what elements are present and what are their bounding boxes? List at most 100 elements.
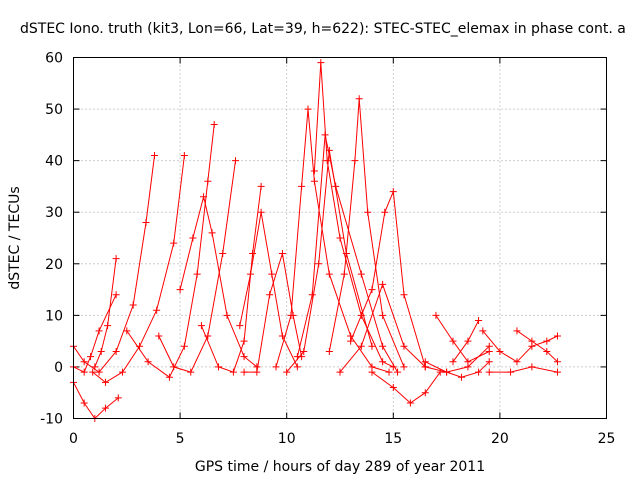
data-series: [485, 363, 561, 376]
data-point: [553, 332, 561, 340]
y-tick-label: 10: [45, 308, 63, 324]
x-tick-label: 15: [384, 431, 402, 447]
data-point: [513, 358, 521, 366]
data-series: [325, 95, 408, 371]
data-point: [379, 342, 387, 350]
data-point: [257, 182, 265, 190]
data-point: [204, 177, 212, 185]
data-point: [357, 270, 365, 278]
data-point: [323, 157, 331, 165]
data-point: [151, 151, 159, 159]
data-point: [355, 95, 363, 103]
data-point: [114, 394, 122, 402]
data-point: [144, 358, 152, 366]
x-axis-label: GPS time / hours of day 289 of year 2011: [195, 459, 485, 475]
data-point: [123, 327, 131, 335]
chart-title: dSTEC Iono. truth (kit3, Lon=66, Lat=39,…: [20, 21, 626, 37]
series-trace: [313, 62, 394, 368]
data-point: [97, 347, 105, 355]
data-series: [283, 146, 376, 376]
data-point: [400, 363, 408, 371]
data-point: [553, 368, 561, 376]
data-point: [278, 249, 286, 257]
data-point: [436, 368, 444, 376]
data-point: [336, 234, 344, 242]
data-series: [421, 358, 493, 381]
data-series: [368, 368, 444, 407]
data-series: [236, 208, 301, 371]
data-point: [340, 270, 348, 278]
data-point: [368, 286, 376, 294]
data-point: [165, 373, 173, 381]
data-point: [379, 280, 387, 288]
data-point: [253, 368, 261, 376]
data-point: [475, 317, 483, 325]
data-point: [528, 337, 536, 345]
data-point: [379, 358, 387, 366]
data-point: [180, 342, 188, 350]
data-point: [389, 363, 397, 371]
data-point: [485, 347, 493, 355]
series-trace: [239, 212, 298, 368]
data-point: [208, 229, 216, 237]
data-point: [364, 208, 372, 216]
data-point: [310, 167, 318, 175]
y-tick-label: 50: [45, 102, 63, 118]
data-point: [528, 363, 536, 371]
data-point: [268, 270, 276, 278]
x-tick-label: 25: [598, 431, 616, 447]
data-point: [443, 368, 451, 376]
data-point: [232, 157, 240, 165]
data-point: [464, 337, 472, 345]
data-point: [496, 347, 504, 355]
y-tick-label: 60: [45, 51, 63, 67]
data-point: [485, 358, 493, 366]
data-point: [432, 311, 440, 319]
data-point: [315, 260, 323, 268]
series-trace: [482, 330, 558, 363]
series-trace: [73, 382, 119, 420]
data-point: [91, 363, 99, 371]
data-point: [394, 368, 402, 376]
x-axis: 0 5 10 15 20 25: [69, 57, 616, 447]
data-series: [347, 188, 429, 371]
data-point: [298, 182, 306, 190]
data-point: [406, 399, 414, 407]
data-point: [300, 347, 308, 355]
data-point: [223, 311, 231, 319]
y-tick-label: 40: [45, 154, 63, 170]
series-trace: [158, 160, 236, 373]
data-point: [379, 311, 387, 319]
data-point: [272, 363, 280, 371]
data-point: [80, 358, 88, 366]
data-point: [153, 306, 161, 314]
data-point: [293, 363, 301, 371]
data-point: [89, 368, 97, 376]
data-point: [142, 219, 150, 227]
y-axis: -10 0 10 20 30 40 50 60: [40, 51, 607, 428]
x-tick-label: 0: [69, 431, 78, 447]
data-point: [317, 59, 325, 67]
data-point: [229, 368, 237, 376]
plot-area: [70, 59, 561, 422]
x-tick-label: 10: [278, 431, 296, 447]
x-tick-label: 20: [491, 431, 509, 447]
series-trace: [286, 150, 373, 373]
data-point: [283, 368, 291, 376]
data-point: [210, 121, 218, 129]
data-series: [293, 131, 402, 376]
data-point: [101, 378, 109, 386]
series-trace: [371, 371, 441, 404]
data-point: [87, 353, 95, 361]
series-trace: [489, 366, 558, 373]
data-point: [513, 327, 521, 335]
data-point: [368, 342, 376, 350]
data-series: [449, 317, 483, 366]
data-point: [112, 291, 120, 299]
y-tick-label: 30: [45, 205, 63, 221]
data-point: [368, 368, 376, 376]
data-point: [240, 337, 248, 345]
plot-frame: [73, 57, 607, 419]
data-series: [70, 378, 122, 422]
series-trace: [126, 124, 215, 378]
